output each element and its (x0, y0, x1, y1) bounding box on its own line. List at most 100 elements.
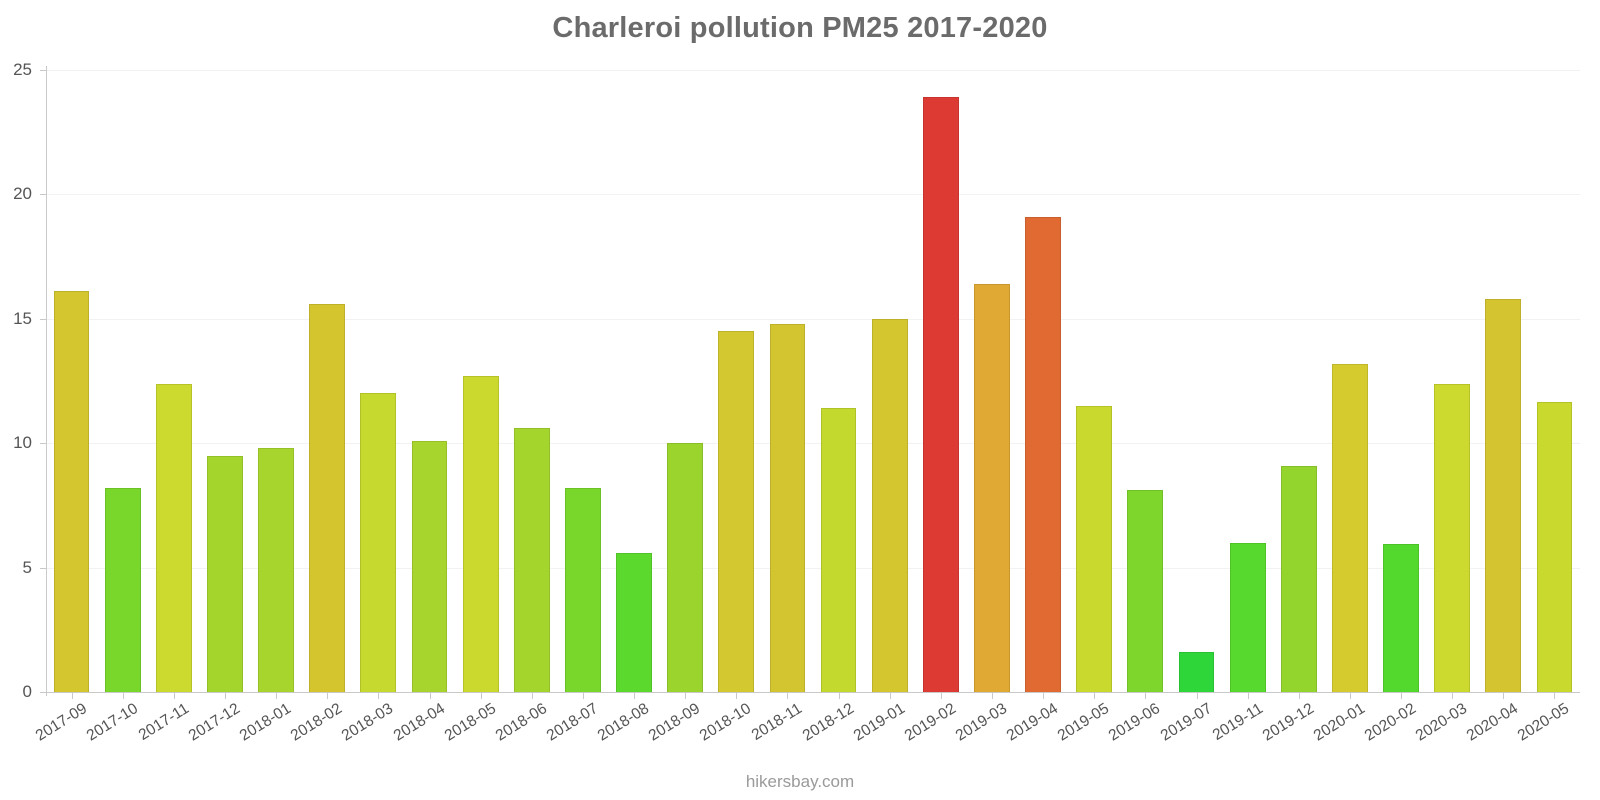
x-tick-label: 2018-05 (441, 700, 499, 745)
bar[interactable] (104, 487, 141, 692)
bar[interactable] (513, 428, 550, 692)
y-tick-mark (40, 692, 47, 693)
y-tick-label: 15 (13, 308, 32, 328)
watermark: hikersbay.com (745, 772, 855, 791)
gridline (46, 567, 1580, 569)
x-tick-label: 2019-02 (901, 700, 959, 745)
y-tick-mark (40, 194, 47, 196)
x-tick-mark (378, 692, 380, 699)
x-tick-label: 2018-06 (492, 700, 550, 745)
x-tick-label: 2020-05 (1515, 700, 1573, 745)
bar[interactable] (565, 487, 601, 692)
x-tick-label: 2019-12 (1259, 700, 1317, 745)
gridline (46, 318, 1580, 320)
x-tick-mark (480, 692, 482, 699)
x-tick-label: 2018-03 (339, 700, 397, 745)
bar[interactable] (258, 448, 294, 692)
bars-container (46, 70, 1580, 692)
x-tick-mark (1094, 692, 1096, 699)
x-tick-label: 2020-02 (1361, 700, 1420, 745)
x-tick-mark (582, 692, 584, 699)
bar[interactable] (974, 283, 1010, 692)
x-tick-mark (1145, 692, 1147, 699)
bar[interactable] (1383, 543, 1419, 692)
x-tick-mark (889, 692, 891, 699)
bar[interactable] (1434, 383, 1471, 692)
x-tick-mark (1554, 692, 1556, 699)
bar[interactable] (155, 383, 192, 692)
y-tick-mark (40, 567, 47, 569)
x-tick-label: 2020-01 (1310, 700, 1368, 745)
x-tick-mark (1452, 692, 1454, 699)
bar[interactable] (1485, 298, 1522, 692)
x-tick-label: 2017-12 (185, 700, 243, 745)
x-tick-mark (685, 692, 687, 699)
bar[interactable] (922, 97, 959, 692)
y-tick-label: 0 (22, 682, 32, 701)
bar[interactable] (871, 318, 908, 692)
x-tick-label: 2018-02 (287, 700, 346, 745)
gridline (46, 70, 1580, 71)
x-tick-label: 2019-04 (1003, 700, 1062, 745)
x-tick-mark (1298, 692, 1300, 699)
x-tick-label: 2018-07 (543, 700, 601, 745)
bar[interactable] (667, 443, 704, 692)
bar[interactable] (1178, 652, 1215, 692)
x-tick-label: 2019-07 (1157, 700, 1215, 745)
bar[interactable] (1127, 490, 1164, 692)
x-tick-mark (71, 692, 73, 699)
x-tick-label: 2017-10 (83, 700, 141, 745)
bar[interactable] (1332, 363, 1368, 692)
y-tick-label: 25 (13, 60, 32, 79)
x-tick-label: 2019-05 (1054, 700, 1113, 745)
bar[interactable] (820, 408, 857, 692)
bar[interactable] (718, 331, 755, 692)
bar[interactable] (1076, 405, 1113, 692)
bar[interactable] (1536, 402, 1573, 692)
x-tick-mark (736, 692, 738, 699)
y-tick-label: 20 (13, 184, 32, 204)
x-tick-mark (429, 692, 431, 699)
bar[interactable] (53, 291, 90, 692)
bar[interactable] (769, 323, 806, 692)
y-tick-label: 5 (22, 557, 32, 577)
bar[interactable] (1280, 465, 1317, 692)
x-tick-label: 2020-04 (1464, 700, 1522, 745)
y-axis-line (46, 66, 47, 696)
bar[interactable] (462, 376, 499, 692)
x-tick-mark (1503, 692, 1505, 699)
x-tick-mark (1247, 692, 1249, 699)
bar[interactable] (309, 303, 346, 692)
x-tick-mark (531, 692, 533, 699)
x-tick-label: 2020-03 (1412, 700, 1471, 745)
bar[interactable] (1229, 542, 1266, 692)
y-tick-mark (40, 443, 47, 445)
bar[interactable] (360, 393, 397, 692)
x-tick-mark (634, 692, 636, 699)
x-tick-label: 2018-04 (390, 700, 448, 745)
x-tick-mark (327, 692, 329, 699)
x-tick-label: 2018-11 (749, 700, 806, 744)
x-tick-mark (173, 692, 175, 699)
x-tick-label: 2018-10 (697, 700, 755, 745)
x-tick-mark (1349, 692, 1351, 699)
x-tick-mark (838, 692, 840, 699)
x-tick-mark (787, 692, 789, 699)
x-tick-label: 2019-11 (1209, 700, 1266, 744)
gridline (46, 443, 1580, 445)
bar[interactable] (207, 455, 243, 692)
x-axis-line (46, 692, 1580, 693)
x-tick-label: 2018-12 (799, 700, 857, 745)
x-tick-mark (940, 692, 942, 699)
bar[interactable] (411, 440, 448, 692)
bar[interactable] (616, 552, 652, 692)
x-tick-label: 2018-09 (645, 700, 704, 745)
x-tick-label: 2017-09 (32, 700, 90, 745)
gridline (46, 194, 1580, 196)
y-tick-mark (40, 318, 47, 320)
x-tick-label: 2017-11 (135, 700, 192, 744)
x-tick-mark (1401, 692, 1403, 699)
bar[interactable] (1025, 216, 1061, 692)
x-tick-mark (1196, 692, 1198, 699)
